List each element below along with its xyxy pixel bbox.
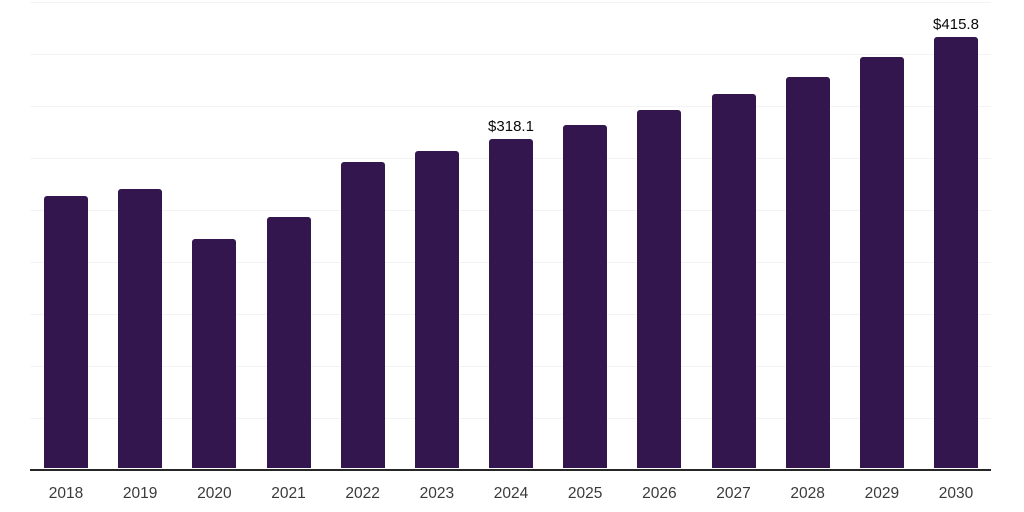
x-tick-2030: 2030 (938, 485, 974, 502)
x-tick-2026: 2026 (642, 485, 677, 502)
x-tick-2024: 2024 (493, 485, 529, 502)
bar-2028 (785, 77, 830, 469)
x-tick-2020: 2020 (197, 485, 232, 502)
bar-2023 (414, 151, 459, 469)
x-tick-2025: 2025 (567, 485, 603, 502)
bar-2019 (118, 188, 163, 469)
bar-2018 (44, 196, 88, 469)
bar-2021 (266, 216, 311, 469)
bar-2027 (711, 94, 756, 469)
gridline-450 (30, 1, 991, 3)
x-tick-2019: 2019 (122, 485, 158, 502)
bar-2024 (489, 138, 533, 469)
bar-2030 (934, 37, 978, 469)
x-tick-2018: 2018 (48, 485, 84, 502)
bar-2020 (192, 238, 237, 469)
bar-2022 (340, 161, 385, 469)
gridline-350 (30, 105, 991, 107)
data-label-2024: $318.1 (488, 117, 534, 135)
x-tick-2023: 2023 (419, 485, 455, 502)
data-label-2030: $415.8 (933, 16, 979, 34)
x-tick-2021: 2021 (271, 485, 306, 502)
bar-2026 (637, 110, 682, 469)
x-tick-2022: 2022 (345, 485, 380, 502)
x-tick-2029: 2029 (864, 485, 900, 502)
bar-2029 (859, 57, 904, 469)
x-tick-2028: 2028 (790, 485, 825, 502)
x-axis-line (30, 468, 991, 471)
bar-2025 (563, 125, 608, 469)
x-tick-2027: 2027 (716, 485, 751, 502)
gridline-400 (30, 53, 991, 55)
